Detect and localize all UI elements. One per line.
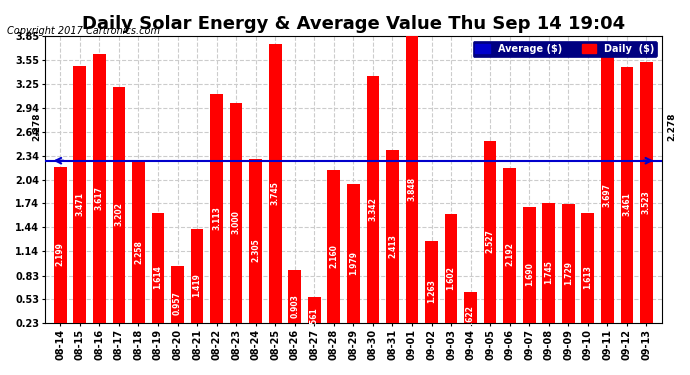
Bar <box>152 213 164 342</box>
Bar <box>640 62 653 342</box>
Text: 3.461: 3.461 <box>622 192 631 216</box>
Bar <box>523 207 535 342</box>
Bar <box>230 104 242 342</box>
Bar <box>171 266 184 342</box>
Bar <box>112 87 126 342</box>
Text: 3.113: 3.113 <box>212 206 221 230</box>
Text: 3.471: 3.471 <box>75 192 84 216</box>
Text: 0.957: 0.957 <box>173 291 182 315</box>
Bar <box>210 94 223 342</box>
Text: 1.979: 1.979 <box>349 251 358 275</box>
Bar <box>347 184 359 342</box>
Text: 2.192: 2.192 <box>505 243 514 266</box>
Bar <box>601 48 613 342</box>
Text: 2.527: 2.527 <box>486 229 495 253</box>
Text: 0.622: 0.622 <box>466 305 475 329</box>
Text: 1.263: 1.263 <box>427 279 436 303</box>
Text: 2.258: 2.258 <box>134 240 143 264</box>
Bar <box>132 162 145 342</box>
Text: 3.000: 3.000 <box>232 210 241 234</box>
Bar <box>93 54 106 342</box>
Text: 2.278: 2.278 <box>667 112 676 141</box>
Bar <box>249 159 262 342</box>
Title: Daily Solar Energy & Average Value Thu Sep 14 19:04: Daily Solar Energy & Average Value Thu S… <box>82 15 625 33</box>
Bar <box>328 170 340 342</box>
Bar <box>74 66 86 342</box>
Text: 1.419: 1.419 <box>193 273 201 297</box>
Bar <box>406 36 418 342</box>
Text: 2.278: 2.278 <box>32 112 41 141</box>
Text: 0.903: 0.903 <box>290 294 299 318</box>
Bar <box>308 297 321 342</box>
Text: 2.305: 2.305 <box>251 238 260 262</box>
Text: 3.848: 3.848 <box>408 177 417 201</box>
Bar <box>54 167 67 342</box>
Text: 1.602: 1.602 <box>446 266 455 290</box>
Text: 1.613: 1.613 <box>583 266 592 290</box>
Text: 2.413: 2.413 <box>388 234 397 258</box>
Text: 3.617: 3.617 <box>95 186 104 210</box>
Bar <box>190 229 204 342</box>
Text: 1.729: 1.729 <box>564 261 573 285</box>
Text: Copyright 2017 Cartronics.com: Copyright 2017 Cartronics.com <box>7 26 160 36</box>
Bar <box>444 214 457 342</box>
Text: 1.614: 1.614 <box>153 266 162 290</box>
Text: 2.160: 2.160 <box>329 244 338 268</box>
Text: 1.745: 1.745 <box>544 260 553 284</box>
Bar <box>503 168 516 342</box>
Bar <box>582 213 594 342</box>
Bar <box>484 141 497 342</box>
Bar <box>366 76 380 342</box>
Text: 3.202: 3.202 <box>115 202 124 226</box>
Text: 2.199: 2.199 <box>56 242 65 266</box>
Text: 3.342: 3.342 <box>368 197 377 221</box>
Text: 3.523: 3.523 <box>642 190 651 213</box>
Text: 0.561: 0.561 <box>310 307 319 331</box>
Bar <box>425 241 438 342</box>
Bar <box>464 292 477 342</box>
Bar <box>386 150 399 342</box>
Bar <box>269 44 282 342</box>
Text: 1.690: 1.690 <box>524 262 533 286</box>
Bar <box>562 204 575 342</box>
Legend: Average ($), Daily  ($): Average ($), Daily ($) <box>473 41 657 57</box>
Text: 3.697: 3.697 <box>603 183 612 207</box>
Bar <box>620 67 633 342</box>
Text: 3.745: 3.745 <box>270 181 279 205</box>
Bar <box>542 203 555 342</box>
Bar <box>288 270 301 342</box>
